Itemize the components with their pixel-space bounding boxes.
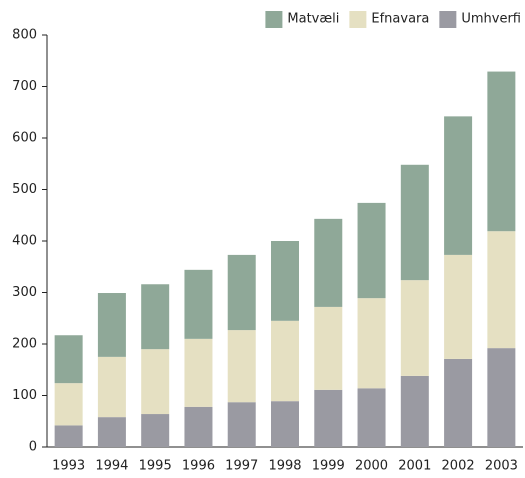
x-tick-label: 1997	[225, 459, 258, 474]
bar-segment	[314, 218, 343, 307]
x-tick-label: 2000	[355, 459, 388, 474]
bar-segment	[357, 298, 386, 389]
legend-swatch	[265, 11, 283, 28]
x-tick-label: 1999	[312, 459, 345, 474]
legend-label: Umhverfi	[461, 12, 521, 27]
y-tick-label: 600	[12, 131, 37, 146]
y-tick-label: 400	[12, 234, 37, 249]
bar-segment	[271, 241, 299, 321]
bar-segment	[184, 338, 213, 407]
bar-segment	[227, 254, 256, 331]
bar-segment	[271, 401, 299, 447]
bar-segment	[227, 330, 256, 403]
bar-segment	[97, 356, 126, 418]
x-tick-label: 2002	[442, 459, 475, 474]
bar-segment	[444, 358, 473, 447]
x-tick-label: 1995	[139, 459, 172, 474]
bar-segment	[357, 388, 386, 447]
bar-segment	[141, 284, 170, 350]
bar-segment	[184, 269, 213, 339]
x-tick-label: 1996	[182, 459, 215, 474]
bar-segment	[141, 349, 170, 415]
bar-segment	[141, 414, 170, 447]
bar-segment	[227, 402, 256, 447]
bar-segment	[271, 320, 299, 402]
y-tick-label: 200	[12, 337, 37, 352]
bar-segment	[184, 406, 213, 447]
bar-segment	[54, 383, 83, 426]
bar-segment	[487, 71, 516, 232]
legend-label: Matvæli	[287, 12, 339, 27]
bar-segment	[444, 254, 473, 359]
bar-segment	[54, 425, 83, 447]
bar-segment	[97, 293, 126, 357]
x-tick-label: 1993	[52, 459, 85, 474]
legend-swatch	[439, 11, 457, 28]
bar-segment	[444, 116, 473, 255]
x-tick-label: 2001	[398, 459, 431, 474]
y-tick-label: 300	[12, 285, 37, 300]
bar-segment	[400, 375, 429, 447]
bar-segment	[400, 164, 429, 281]
bar-segment	[400, 280, 429, 376]
x-tick-label: 1994	[95, 459, 128, 474]
legend-label: Efnavara	[371, 12, 429, 27]
bar-segment	[54, 335, 83, 384]
bar-segment	[487, 348, 516, 447]
bar-segment	[314, 389, 343, 447]
bar-segment	[357, 202, 386, 299]
y-tick-label: 0	[29, 440, 37, 455]
y-tick-label: 800	[12, 28, 37, 43]
x-tick-label: 2003	[485, 459, 518, 474]
y-tick-label: 100	[12, 388, 37, 403]
y-tick-label: 700	[12, 79, 37, 94]
bar-segment	[97, 417, 126, 447]
bar-segment	[487, 231, 516, 349]
legend-swatch	[349, 11, 367, 28]
x-tick-label: 1998	[268, 459, 301, 474]
bar-segment	[314, 306, 343, 390]
y-tick-label: 500	[12, 182, 37, 197]
